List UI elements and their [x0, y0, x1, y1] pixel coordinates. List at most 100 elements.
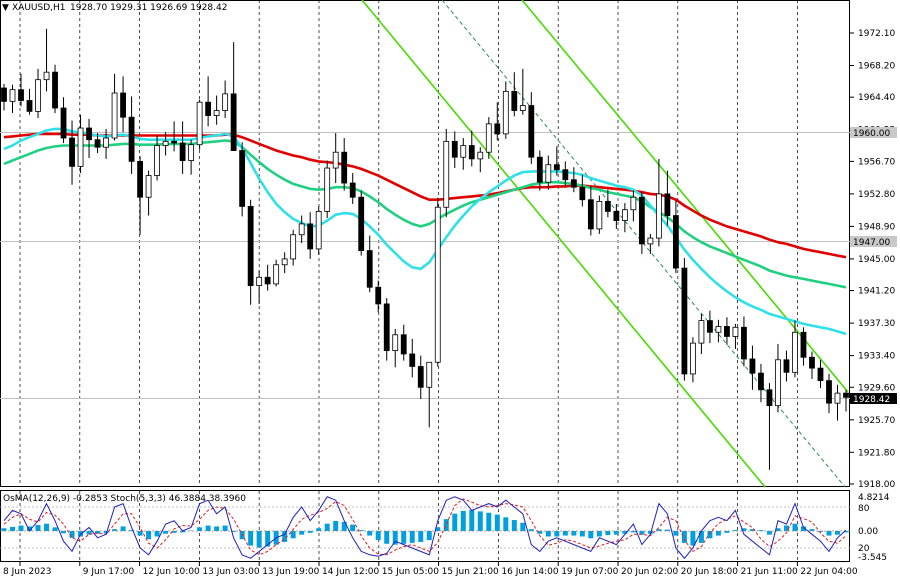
candle-body — [358, 196, 365, 251]
symbol-label: XAUUSD,H1 — [12, 3, 66, 13]
candle-body — [111, 92, 118, 139]
candle-body — [26, 100, 33, 112]
osma-bar — [800, 526, 806, 531]
osma-bar — [120, 526, 126, 531]
osma-bar — [826, 531, 832, 536]
candle — [434, 198, 441, 367]
candle — [26, 88, 33, 115]
candle — [375, 280, 382, 313]
osma-bar — [95, 531, 101, 534]
candle-body — [672, 215, 679, 269]
osma-bar — [843, 531, 849, 533]
candle-body — [621, 209, 628, 221]
candle — [111, 73, 118, 141]
candle-body — [128, 116, 135, 162]
candle — [392, 328, 399, 368]
candle-body — [86, 127, 92, 141]
candle — [732, 323, 739, 349]
candle-body — [562, 169, 569, 181]
osma-bar — [724, 531, 730, 533]
candle — [273, 259, 280, 287]
candle — [494, 102, 501, 141]
osma-bar — [418, 531, 424, 542]
osma-bar — [222, 525, 228, 531]
osma-bar — [766, 531, 772, 535]
candle — [690, 337, 696, 383]
osma-bar — [647, 531, 653, 534]
osma-bar — [146, 531, 152, 540]
price-tick-label: 1948.90 — [858, 222, 895, 232]
candle-body — [817, 367, 824, 382]
candle-body — [239, 150, 246, 207]
osma-bar — [469, 510, 475, 531]
osma-bar — [188, 530, 194, 532]
candle — [502, 81, 509, 139]
chart-header: ▼ XAUUSD,H1 1928.70 1929.31 1926.69 1928… — [2, 3, 227, 13]
candle — [341, 138, 348, 191]
candle — [145, 170, 152, 216]
dropdown-arrow-icon[interactable]: ▼ — [2, 3, 9, 13]
candle — [834, 384, 841, 421]
candle — [358, 190, 365, 256]
candle — [205, 76, 212, 127]
osma-bar — [69, 531, 75, 538]
current-price-tag — [850, 393, 897, 404]
osma-bar — [307, 531, 313, 533]
osma-bar — [265, 531, 271, 547]
candle — [443, 128, 450, 218]
price-tick-label: 1952.80 — [858, 190, 895, 200]
candle-body — [256, 276, 263, 286]
candle-body — [792, 331, 798, 373]
candle-body — [758, 372, 764, 391]
candle-body — [9, 89, 16, 102]
osma-bar — [511, 520, 517, 531]
osma-bar — [588, 531, 594, 539]
candle — [792, 320, 798, 378]
candle-body — [536, 156, 543, 183]
osma-bar — [392, 531, 398, 545]
candle — [553, 146, 560, 176]
osma-bar — [537, 531, 543, 534]
candle — [298, 215, 305, 244]
candle — [315, 206, 322, 255]
candle-body — [230, 93, 237, 151]
candle-body — [732, 326, 739, 337]
candle-body — [630, 196, 637, 211]
candle — [707, 310, 713, 344]
candle-body — [324, 167, 331, 212]
osma-bar — [443, 519, 449, 531]
time-tick-label: 20 Jun 02:00 — [621, 567, 678, 577]
candle — [60, 97, 67, 144]
candle — [758, 363, 764, 403]
main-pane-frame — [0, 0, 850, 487]
candle-body — [196, 101, 203, 146]
candle-body — [392, 334, 399, 352]
osma-bar — [613, 531, 619, 535]
osma-bar — [137, 531, 143, 536]
candle-body — [477, 151, 484, 160]
osma-bar — [350, 524, 356, 531]
candle — [545, 155, 552, 190]
candle — [724, 317, 730, 345]
candle-body — [77, 127, 84, 167]
candle — [664, 170, 671, 226]
time-tick-label: 13 Jun 19:00 — [262, 567, 319, 577]
osma-bar — [707, 531, 713, 539]
candle — [638, 192, 645, 254]
candle-body — [494, 123, 501, 135]
candle-body — [655, 193, 662, 239]
candle — [43, 28, 50, 92]
candle-body — [383, 303, 390, 352]
osma-bar — [112, 529, 118, 531]
time-axis: 8 Jun 2023 9 Jun 17:00 12 Jun 10:00 13 Jun … — [3, 562, 858, 577]
candle — [604, 189, 611, 218]
candle-body — [485, 123, 492, 153]
candle — [1, 83, 7, 111]
osma-bar — [792, 523, 798, 531]
current-price-text: 1928.42 — [853, 395, 890, 405]
candle-body — [205, 101, 212, 116]
osma-bar — [477, 511, 483, 531]
candle-body — [681, 267, 688, 375]
candle-body — [341, 151, 348, 184]
candle — [741, 316, 747, 367]
